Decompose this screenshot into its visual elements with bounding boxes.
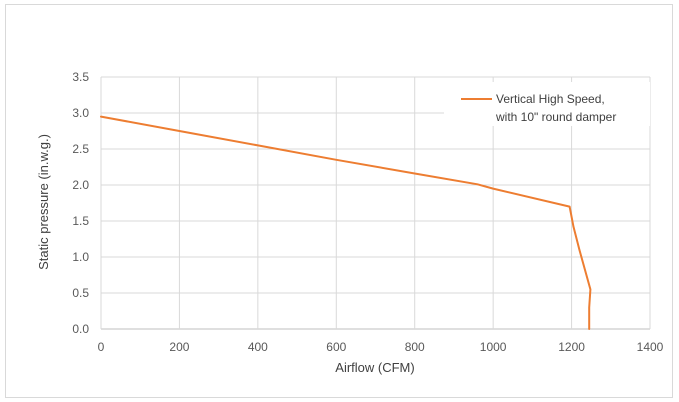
- legend-box: [444, 82, 650, 126]
- x-tick-label: 1000: [480, 340, 507, 354]
- series-line: [100, 115, 592, 330]
- x-tick-label: 1200: [558, 340, 585, 354]
- legend-label-line-1: Vertical High Speed,: [496, 92, 605, 106]
- x-tick-labels: 0 200 400 600 800 1000 1200 1400: [98, 340, 664, 354]
- x-tick-label: 200: [169, 340, 189, 354]
- x-tick-label: 1400: [637, 340, 664, 354]
- y-tick-label: 2.0: [72, 178, 89, 192]
- series-lines: [100, 115, 592, 330]
- y-axis-title: Static pressure (in.w.g.): [36, 134, 51, 270]
- y-tick-label: 0.5: [72, 286, 89, 300]
- y-tick-label: 3.5: [72, 70, 89, 84]
- x-tick-label: 0: [98, 340, 105, 354]
- x-tick-label: 800: [405, 340, 425, 354]
- x-axis-title: Airflow (CFM): [335, 360, 414, 375]
- y-tick-label: 3.0: [72, 106, 89, 120]
- y-tick-labels: 0.0 0.5 1.0 1.5 2.0 2.5 3.0 3.5: [72, 70, 89, 336]
- y-tick-label: 1.5: [72, 214, 89, 228]
- x-tick-label: 400: [248, 340, 268, 354]
- y-tick-label: 0.0: [72, 322, 89, 336]
- y-tick-label: 1.0: [72, 250, 89, 264]
- legend-label-line-2: with 10" round damper: [495, 110, 616, 124]
- legend: Vertical High Speed, with 10" round damp…: [444, 82, 650, 126]
- y-tick-label: 2.5: [72, 142, 89, 156]
- x-tick-label: 600: [326, 340, 346, 354]
- chart-frame: [5, 4, 673, 398]
